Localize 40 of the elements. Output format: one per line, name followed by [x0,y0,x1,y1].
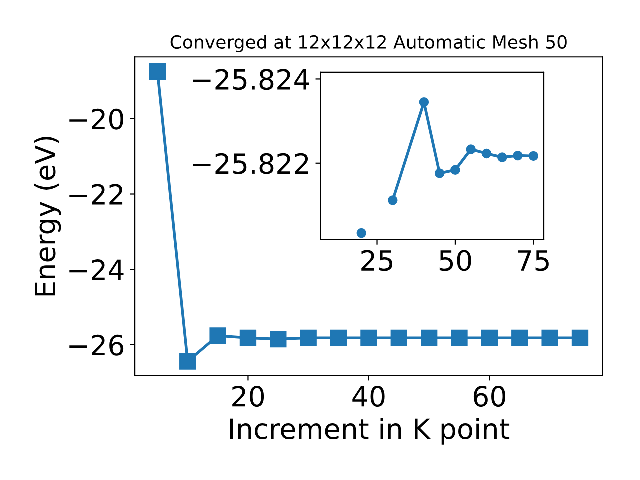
point [330,330,348,346]
x-tick-label: 50 [440,250,472,272]
point [270,330,287,348]
point [420,330,438,346]
x-tick-label: 75 [518,250,549,272]
y-tick-label: −26 [70,334,124,356]
chart-title: Converged at 12x12x12 Automatic Mesh 50 [170,35,567,53]
point [149,63,166,80]
point [300,330,317,346]
point [466,144,476,154]
point [450,165,460,175]
x-tick-label: 60 [474,386,506,408]
x-tick-label: 20 [232,386,264,408]
point [360,330,378,346]
y-tick-label: −25.822 [193,153,308,174]
point [240,330,257,346]
point [513,150,523,161]
y-axis-title: Energy (eV) [34,136,62,296]
point [210,328,226,344]
point [528,151,539,162]
point [542,330,558,346]
point [482,148,492,159]
point [388,196,398,206]
point [390,330,408,346]
x-axis-title: Increment in K point [230,418,510,445]
y-tick-label: −20 [70,108,124,130]
point [451,330,468,346]
point [481,330,498,346]
y-tick-label: −22 [70,184,123,205]
point [512,330,528,346]
point [180,353,196,370]
y-tick-label: −24 [70,260,124,280]
x-tick-label: 40 [352,386,385,408]
point [356,228,366,238]
x-tick-label: 25 [362,250,393,272]
point [572,330,589,346]
y-tick-label: −25.824 [193,69,310,90]
point [434,168,445,178]
point [498,152,508,162]
point [419,98,430,108]
